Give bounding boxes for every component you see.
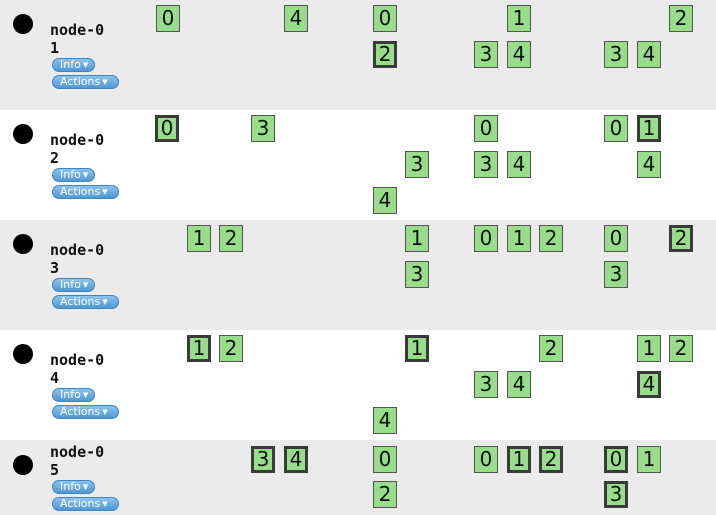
cell[interactable]: 2 (539, 225, 563, 252)
node-row: node-04 Info ▼ Actions ▼ 1 2 1 2 1 2 3 4 4… (0, 330, 716, 440)
node-name: node-01 (50, 21, 105, 57)
cell[interactable]: 1 (507, 5, 531, 32)
cell-selected[interactable]: 2 (539, 446, 563, 473)
caret-down-icon: ▼ (82, 61, 89, 69)
status-dot-icon (13, 124, 33, 144)
caret-down-icon: ▼ (82, 483, 89, 491)
info-button[interactable]: Info ▼ (52, 58, 95, 72)
cell[interactable]: 1 (637, 335, 661, 362)
node-name: node-03 (50, 241, 105, 277)
node-name: node-04 (50, 351, 105, 387)
info-button[interactable]: Info ▼ (52, 480, 95, 494)
caret-down-icon: ▼ (102, 298, 108, 306)
actions-button[interactable]: Actions ▼ (52, 295, 119, 309)
cell-selected[interactable]: 4 (637, 371, 661, 398)
cell[interactable]: 2 (219, 335, 243, 362)
cell-selected[interactable]: 3 (604, 481, 628, 508)
node-name: node-05 (50, 443, 105, 479)
cell-selected[interactable]: 2 (669, 225, 693, 252)
cell[interactable]: 4 (637, 151, 661, 178)
cell[interactable]: 0 (373, 446, 397, 473)
caret-down-icon: ▼ (102, 188, 108, 196)
cell[interactable]: 4 (507, 371, 531, 398)
cell[interactable]: 0 (373, 5, 397, 32)
node-row: node-03 Info ▼ Actions ▼ 1 2 1 0 1 2 0 2 3… (0, 220, 716, 330)
cell[interactable]: 2 (219, 225, 243, 252)
cell-selected[interactable]: 1 (405, 335, 429, 362)
cell-selected[interactable]: 3 (251, 446, 275, 473)
cell[interactable]: 2 (373, 481, 397, 508)
cell[interactable]: 3 (604, 41, 628, 68)
actions-label: Actions (60, 295, 101, 308)
status-dot-icon (13, 234, 33, 254)
status-dot-icon (13, 14, 33, 34)
node-row: node-05 Info ▼ Actions ▼ 3 4 0 0 1 2 0 1 2… (0, 440, 716, 515)
cell[interactable]: 4 (373, 407, 397, 434)
cell-selected[interactable]: 2 (373, 41, 397, 68)
info-button[interactable]: Info ▼ (52, 388, 95, 402)
cell[interactable]: 0 (604, 115, 628, 142)
node-row: node-02 Info ▼ Actions ▼ 0 3 0 0 1 3 3 4 4… (0, 110, 716, 220)
cell-selected[interactable]: 1 (507, 446, 531, 473)
actions-label: Actions (60, 75, 101, 88)
cell[interactable]: 1 (405, 225, 429, 252)
caret-down-icon: ▼ (102, 500, 108, 508)
actions-button[interactable]: Actions ▼ (52, 75, 119, 89)
actions-button[interactable]: Actions ▼ (52, 405, 119, 419)
cell[interactable]: 3 (474, 151, 498, 178)
cell-selected[interactable]: 1 (637, 115, 661, 142)
cell-selected[interactable]: 0 (604, 446, 628, 473)
cell[interactable]: 0 (474, 225, 498, 252)
cell[interactable]: 4 (373, 187, 397, 214)
cell[interactable]: 3 (474, 371, 498, 398)
status-dot-icon (13, 455, 33, 475)
actions-label: Actions (60, 405, 101, 418)
cell-selected[interactable]: 4 (284, 446, 308, 473)
cell[interactable]: 0 (474, 115, 498, 142)
node-row: node-01 Info ▼ Actions ▼ 0 4 0 1 2 2 3 4 3… (0, 0, 716, 110)
cell[interactable]: 3 (405, 151, 429, 178)
cell-selected[interactable]: 0 (155, 115, 179, 142)
cell-selected[interactable]: 1 (187, 335, 211, 362)
actions-label: Actions (60, 497, 101, 510)
cell[interactable]: 4 (507, 151, 531, 178)
cell[interactable]: 2 (669, 5, 693, 32)
cell[interactable]: 1 (187, 225, 211, 252)
caret-down-icon: ▼ (82, 171, 89, 179)
cell[interactable]: 0 (156, 5, 180, 32)
cell[interactable]: 2 (539, 335, 563, 362)
cell[interactable]: 0 (474, 446, 498, 473)
info-label: Info (60, 480, 81, 493)
actions-label: Actions (60, 185, 101, 198)
cell[interactable]: 3 (251, 115, 275, 142)
cell[interactable]: 1 (507, 225, 531, 252)
node-name: node-02 (50, 131, 105, 167)
cell[interactable]: 3 (604, 261, 628, 288)
cell[interactable]: 3 (474, 41, 498, 68)
cell[interactable]: 4 (284, 5, 308, 32)
info-label: Info (60, 168, 81, 181)
info-button[interactable]: Info ▼ (52, 278, 95, 292)
caret-down-icon: ▼ (82, 281, 89, 289)
caret-down-icon: ▼ (102, 78, 108, 86)
cell[interactable]: 3 (405, 261, 429, 288)
caret-down-icon: ▼ (82, 391, 89, 399)
info-label: Info (60, 58, 81, 71)
actions-button[interactable]: Actions ▼ (52, 185, 119, 199)
info-button[interactable]: Info ▼ (52, 168, 95, 182)
info-label: Info (60, 388, 81, 401)
cell[interactable]: 4 (507, 41, 531, 68)
cell[interactable]: 4 (637, 41, 661, 68)
status-dot-icon (13, 344, 33, 364)
cell[interactable]: 1 (637, 446, 661, 473)
cell[interactable]: 0 (604, 225, 628, 252)
info-label: Info (60, 278, 81, 291)
actions-button[interactable]: Actions ▼ (52, 497, 119, 511)
caret-down-icon: ▼ (102, 408, 108, 416)
cell[interactable]: 2 (669, 335, 693, 362)
